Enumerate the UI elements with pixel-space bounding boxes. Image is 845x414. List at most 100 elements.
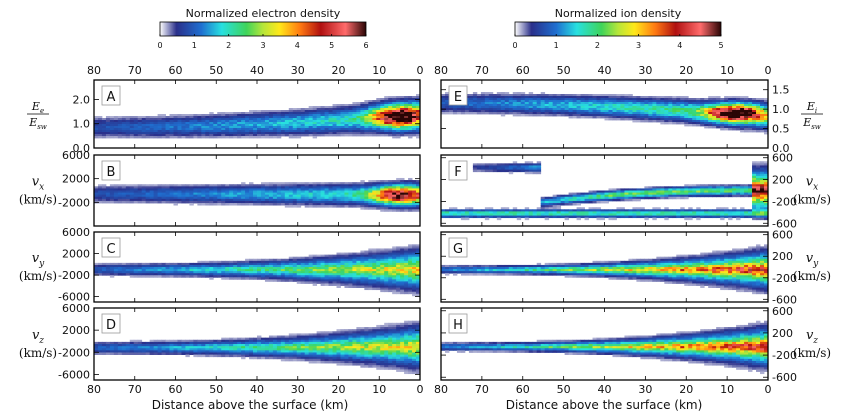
density-cell	[245, 184, 250, 187]
density-cell	[268, 196, 274, 200]
density-cell	[612, 96, 617, 99]
density-cell	[624, 116, 629, 119]
density-cell	[121, 200, 127, 204]
density-cell	[352, 186, 357, 189]
density-cell	[404, 264, 409, 268]
density-cell	[384, 279, 389, 282]
density-cell	[328, 262, 333, 266]
density-cell	[360, 285, 365, 288]
density-cell	[500, 98, 506, 101]
density-cell	[193, 122, 198, 125]
density-cell	[484, 98, 490, 101]
density-cell	[352, 130, 357, 133]
density-cell	[137, 344, 143, 347]
density-cell	[272, 279, 278, 282]
density-cell	[177, 130, 182, 133]
density-cell	[580, 116, 585, 119]
density-cell	[229, 128, 234, 131]
density-cell	[556, 112, 562, 115]
density-cell	[101, 273, 107, 276]
density-cell	[572, 98, 577, 101]
density-cell	[360, 348, 365, 351]
density-cell	[392, 120, 397, 123]
density-cell	[264, 198, 270, 202]
density-cell	[189, 275, 194, 278]
density-cell	[316, 275, 322, 278]
density-cell	[189, 192, 194, 196]
density-cell	[296, 352, 302, 355]
density-cell	[316, 190, 322, 193]
density-cell	[225, 128, 230, 131]
density-cell	[276, 262, 282, 266]
density-cell	[94, 126, 99, 129]
density-cell	[308, 203, 314, 206]
density-cell	[332, 337, 337, 341]
density-cell	[328, 283, 333, 286]
density-cell	[121, 194, 127, 198]
density-cell	[233, 116, 238, 119]
density-cell	[356, 104, 361, 107]
density-cell	[672, 98, 677, 101]
density-cell	[408, 329, 413, 332]
density-cell	[380, 110, 385, 113]
density-cell	[260, 132, 266, 135]
density-cell	[97, 273, 103, 276]
density-cell	[316, 205, 322, 208]
density-cell	[620, 94, 625, 97]
density-cell	[141, 271, 147, 274]
density-cell	[165, 269, 170, 272]
density-cell	[584, 94, 589, 97]
density-cell	[340, 110, 345, 113]
density-cell	[288, 122, 294, 125]
density-cell	[312, 358, 318, 362]
density-cell	[233, 341, 238, 345]
density-cell	[576, 114, 581, 117]
density-cell	[97, 352, 103, 355]
density-cell	[384, 329, 389, 332]
density-cell	[508, 106, 514, 109]
density-cell	[253, 196, 258, 200]
density-cell	[181, 190, 186, 193]
density-cell	[101, 126, 107, 129]
density-cell	[636, 96, 641, 99]
density-cell	[360, 108, 365, 111]
colorbar-tick-label: 3	[636, 41, 641, 50]
density-cell	[141, 136, 147, 139]
density-cell	[272, 134, 278, 137]
density-cell	[260, 186, 266, 189]
density-cell	[380, 333, 385, 336]
density-cell	[292, 192, 298, 196]
density-cell	[241, 130, 246, 133]
density-cell	[225, 267, 230, 270]
density-cell	[684, 108, 689, 111]
density-cell	[272, 200, 278, 204]
density-cell	[600, 100, 605, 103]
density-cell	[412, 194, 417, 198]
density-cell	[348, 182, 353, 185]
density-cell	[392, 256, 397, 260]
density-cell	[408, 369, 413, 372]
density-cell	[165, 350, 170, 353]
density-cell	[392, 116, 397, 119]
density-cell	[300, 116, 306, 119]
density-cell	[324, 126, 329, 129]
density-cell	[94, 136, 99, 139]
density-cell	[276, 344, 282, 347]
density-cell	[288, 269, 294, 272]
density-cell	[400, 275, 405, 278]
density-cell	[173, 264, 178, 268]
density-cell	[388, 285, 393, 288]
density-cell	[404, 180, 409, 183]
density-cell	[404, 128, 409, 131]
density-cell	[189, 352, 194, 355]
density-cell	[392, 291, 397, 295]
density-cell	[408, 244, 413, 247]
density-cell	[97, 269, 103, 272]
density-cell	[253, 273, 258, 276]
density-cell	[372, 360, 377, 364]
density-cell	[408, 320, 413, 324]
density-cell	[404, 331, 409, 334]
density-cell	[205, 188, 210, 191]
density-cell	[352, 114, 357, 117]
density-cell	[241, 275, 246, 278]
